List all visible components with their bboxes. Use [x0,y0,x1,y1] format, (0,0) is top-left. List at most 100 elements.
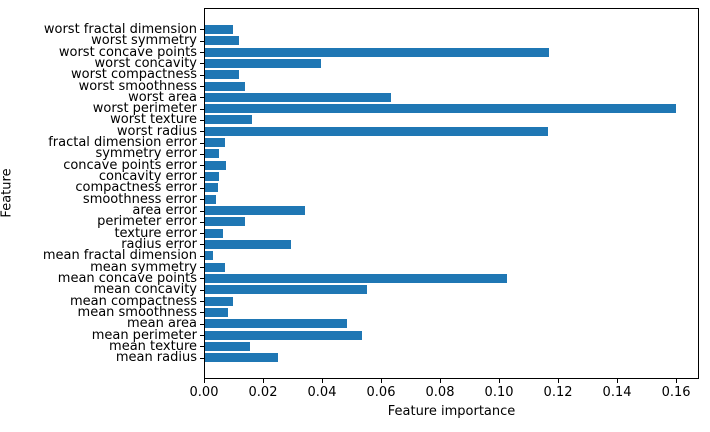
x-tick-mark [617,379,619,383]
y-tick-label-mean-perimeter: mean perimeter [91,327,197,343]
y-tick-mark [200,335,204,337]
bar-worst-symmetry [205,36,239,46]
y-tick-label-mean-compactness: mean compactness [69,293,197,309]
y-tick-mark [200,86,204,87]
y-tick-mark [200,74,204,76]
x-tick-mark [558,379,560,383]
y-tick-mark [200,323,204,325]
bar-mean-fractal-dimension [205,251,214,261]
y-axis-label: Feature [0,168,15,218]
y-tick-label-mean-area: mean area [127,316,197,332]
y-tick-mark [200,199,204,201]
y-tick-label-smoothness-error: smoothness error [82,191,197,207]
bar-mean-perimeter [205,330,363,340]
x-tick-mark [676,379,678,383]
bar-mean-compactness [205,296,233,306]
bar-worst-fractal-dimension [205,24,233,34]
x-tick-label-0.16: 0.16 [661,385,691,400]
y-tick-label-mean-smoothness: mean smoothness [77,304,197,320]
y-tick-label-mean-texture: mean texture [109,338,197,354]
bar-perimeter-error [205,217,245,227]
y-tick-mark [200,29,204,31]
x-tick-label-0.04: 0.04 [307,385,337,400]
y-tick-label-worst-radius: worst radius [116,123,197,139]
bar-worst-smoothness [205,81,245,91]
y-tick-mark [200,301,204,303]
x-tick-label-0.00: 0.00 [189,385,219,400]
y-tick-mark [200,278,204,280]
y-tick-mark [200,119,204,121]
y-tick-mark [200,142,204,144]
bar-area-error [205,206,306,216]
y-tick-label-worst-fractal-dimension: worst fractal dimension [43,21,197,37]
x-tick-mark [322,379,323,383]
y-tick-label-worst-area: worst area [128,89,197,105]
y-tick-mark [200,40,204,42]
y-tick-mark [200,255,204,257]
x-tick-label-0.12: 0.12 [543,385,573,400]
y-tick-label-worst-perimeter: worst perimeter [92,101,197,117]
y-tick-mark [200,289,204,291]
bar-mean-concavity [205,285,368,295]
y-tick-mark [200,187,204,189]
y-tick-mark [200,153,204,155]
y-tick-label-mean-concave-points: mean concave points [57,270,197,286]
bar-mean-area [205,319,348,329]
bar-concavity-error [205,172,219,182]
bar-concave-points-error [205,160,226,170]
x-tick-label-0.14: 0.14 [602,385,632,400]
y-tick-label-worst-compactness: worst compactness [71,67,197,83]
x-axis-label: Feature importance [387,404,516,419]
bar-mean-texture [205,341,251,351]
y-tick-label-worst-texture: worst texture [110,112,197,128]
y-tick-label-texture-error: texture error [114,225,197,241]
y-tick-label-radius-error: radius error [121,236,197,252]
y-tick-label-perimeter-error: perimeter error [97,214,197,230]
x-tick-label-0.10: 0.10 [484,385,514,400]
bar-worst-radius [205,126,548,136]
x-tick-mark [440,379,442,383]
y-tick-mark [200,176,204,178]
bar-worst-concave-points [205,47,550,57]
x-tick-label-0.08: 0.08 [425,385,455,400]
bar-symmetry-error [205,149,220,159]
y-tick-mark [200,63,204,65]
bar-worst-compactness [205,70,239,80]
bar-worst-texture [205,115,252,125]
bar-fractal-dimension-error [205,138,225,148]
bar-mean-concave-points [205,273,508,283]
plot-area [204,8,699,379]
y-tick-mark [200,267,204,269]
y-tick-mark [200,244,204,246]
y-tick-mark [200,357,204,359]
y-tick-label-fractal-dimension-error: fractal dimension error [48,135,197,151]
x-tick-mark [381,379,383,383]
x-tick-mark [204,379,205,383]
bar-texture-error [205,228,223,238]
x-tick-label-0.02: 0.02 [248,385,278,400]
y-tick-mark [200,221,204,223]
x-tick-mark [499,379,501,383]
bar-compactness-error [205,183,219,193]
y-tick-label-compactness-error: compactness error [75,180,197,196]
y-tick-label-mean-fractal-dimension: mean fractal dimension [42,248,197,264]
y-tick-mark [200,131,204,133]
y-tick-label-symmetry-error: symmetry error [95,146,197,162]
bar-smoothness-error [205,194,216,204]
x-tick-label-0.06: 0.06 [366,385,396,400]
y-tick-mark [200,108,204,110]
y-tick-label-worst-symmetry: worst symmetry [91,33,197,49]
y-tick-mark [200,346,204,348]
bar-radius-error [205,239,291,249]
y-tick-label-worst-concave-points: worst concave points [58,44,197,60]
bar-mean-symmetry [205,262,226,272]
y-tick-mark [200,210,204,212]
y-tick-mark [200,97,204,99]
y-tick-label-area-error: area error [132,203,197,219]
y-tick-label-concave-points-error: concave points error [63,157,197,173]
bar-worst-concavity [205,58,321,68]
bar-mean-smoothness [205,307,228,317]
y-tick-mark [200,165,204,167]
x-tick-mark [263,379,264,383]
y-tick-label-concavity-error: concavity error [98,169,197,185]
